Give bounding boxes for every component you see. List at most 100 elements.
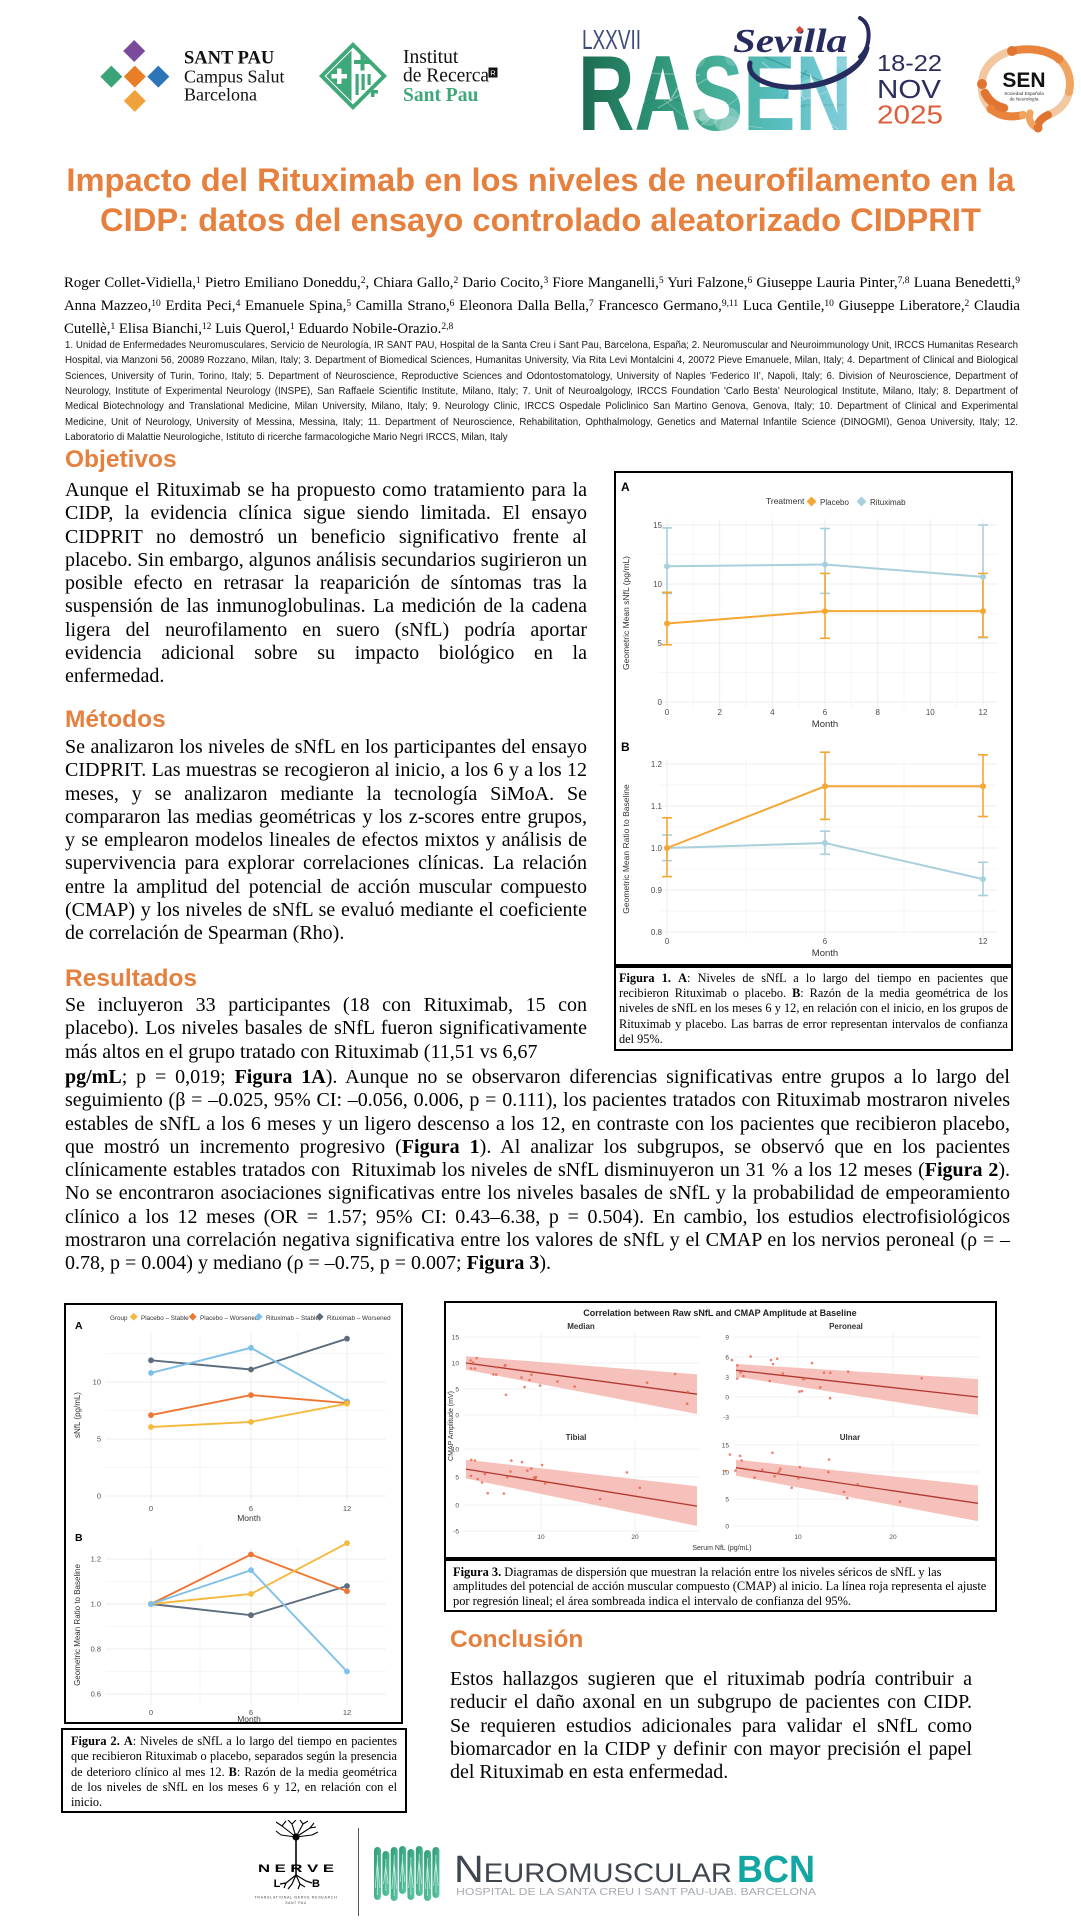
svg-text:Correlation between Raw sNfL a: Correlation between Raw sNfL and CMAP Am… — [583, 1308, 856, 1318]
svg-text:10: 10 — [93, 1378, 101, 1387]
svg-text:5: 5 — [455, 1475, 459, 1482]
svg-text:12: 12 — [343, 1708, 351, 1717]
svg-text:20: 20 — [889, 1534, 897, 1541]
svg-text:18-22: 18-22 — [877, 50, 942, 76]
svg-text:6: 6 — [725, 1355, 729, 1362]
svg-text:RASEN: RASEN — [578, 33, 852, 153]
svg-text:L: L — [274, 1878, 281, 1890]
svg-text:0.6: 0.6 — [91, 1690, 101, 1699]
svg-text:Month: Month — [812, 719, 838, 730]
svg-text:1.0: 1.0 — [91, 1600, 101, 1609]
svg-text:SANT PAU: SANT PAU — [285, 1901, 306, 1905]
svg-text:Month: Month — [237, 1714, 261, 1722]
svg-text:Ulnar: Ulnar — [840, 1433, 860, 1442]
svg-text:SEN: SEN — [1002, 69, 1045, 92]
svg-text:R: R — [490, 69, 496, 78]
svg-text:6: 6 — [823, 708, 828, 717]
svg-text:TRANSLATIONAL NERVE RESEARCH: TRANSLATIONAL NERVE RESEARCH — [254, 1896, 337, 1900]
svg-text:9: 9 — [725, 1335, 729, 1342]
svg-text:sNfL (pg/mL): sNfL (pg/mL) — [73, 1392, 82, 1438]
svg-text:10: 10 — [452, 1447, 460, 1454]
svg-text:6: 6 — [249, 1504, 253, 1513]
svg-text:0: 0 — [665, 937, 670, 946]
svg-text:Serum NfL (pg/mL): Serum NfL (pg/mL) — [692, 1545, 751, 1552]
svg-text:15: 15 — [452, 1335, 460, 1342]
svg-text:10: 10 — [653, 580, 662, 589]
svg-text:B: B — [312, 1878, 320, 1890]
svg-text:de Neurología: de Neurología — [1010, 97, 1039, 102]
svg-text:0: 0 — [149, 1504, 153, 1513]
svg-text:8: 8 — [875, 708, 880, 717]
svg-text:Group: Group — [110, 1315, 128, 1322]
svg-text:-5: -5 — [453, 1529, 459, 1536]
svg-text:B: B — [621, 740, 630, 754]
svg-text:Sant Pau: Sant Pau — [403, 85, 478, 106]
svg-text:12: 12 — [343, 1504, 351, 1513]
svg-text:CMAP Amplitude (mV): CMAP Amplitude (mV) — [448, 1391, 455, 1461]
svg-text:A: A — [75, 1320, 83, 1332]
svg-text:0: 0 — [455, 1503, 459, 1510]
svg-text:Barcelona: Barcelona — [184, 85, 257, 105]
svg-text:10: 10 — [452, 1361, 460, 1368]
svg-text:0.9: 0.9 — [651, 886, 663, 895]
svg-text:Placebo – Worsened: Placebo – Worsened — [200, 1315, 259, 1322]
svg-text:1.2: 1.2 — [651, 760, 663, 769]
svg-text:N E R V E: N E R V E — [258, 1863, 334, 1875]
svg-text:Neuromuscular: Neuromuscular — [454, 1849, 732, 1891]
svg-text:6: 6 — [249, 1708, 253, 1717]
svg-text:Rituximab: Rituximab — [870, 498, 906, 507]
svg-text:Geometric Mean sNfL (pg/mL): Geometric Mean sNfL (pg/mL) — [621, 556, 631, 670]
svg-text:20: 20 — [631, 1534, 639, 1541]
svg-text:5: 5 — [725, 1497, 729, 1504]
svg-text:1.2: 1.2 — [91, 1555, 101, 1564]
svg-text:15: 15 — [722, 1443, 730, 1450]
svg-text:Sevilla: Sevilla — [733, 23, 847, 60]
svg-text:1.0: 1.0 — [651, 844, 663, 853]
svg-text:BCN: BCN — [737, 1849, 815, 1891]
svg-text:Rituximab – Worsened: Rituximab – Worsened — [327, 1315, 391, 1322]
svg-text:Median: Median — [567, 1322, 595, 1331]
svg-text:Month: Month — [812, 948, 838, 959]
svg-text:0.8: 0.8 — [651, 928, 663, 937]
svg-text:0: 0 — [149, 1708, 153, 1717]
svg-text:12: 12 — [979, 708, 988, 717]
svg-text:A: A — [621, 480, 630, 494]
svg-text:0.8: 0.8 — [91, 1645, 101, 1654]
svg-text:15: 15 — [653, 521, 662, 530]
svg-text:Campus Salut: Campus Salut — [184, 67, 285, 87]
svg-text:2: 2 — [717, 708, 722, 717]
svg-text:5: 5 — [97, 1435, 101, 1444]
svg-text:0: 0 — [725, 1395, 729, 1402]
svg-text:0: 0 — [665, 708, 670, 717]
svg-text:Sociedad Española: Sociedad Española — [1004, 91, 1044, 96]
svg-text:10: 10 — [537, 1534, 545, 1541]
svg-text:Placebo – Stable: Placebo – Stable — [141, 1315, 189, 1322]
svg-text:6: 6 — [823, 937, 828, 946]
svg-text:12: 12 — [979, 937, 988, 946]
svg-text:5: 5 — [455, 1387, 459, 1394]
svg-text:10: 10 — [722, 1470, 730, 1477]
svg-text:4: 4 — [770, 708, 775, 717]
svg-text:B: B — [75, 1532, 83, 1544]
svg-text:0: 0 — [97, 1492, 101, 1501]
svg-text:Institut: Institut — [403, 47, 459, 68]
svg-text:0: 0 — [658, 698, 663, 707]
svg-text:2025: 2025 — [877, 100, 943, 130]
svg-text:0: 0 — [725, 1524, 729, 1531]
svg-text:3: 3 — [725, 1375, 729, 1382]
svg-text:Treatment: Treatment — [766, 496, 805, 506]
svg-text:Geometric Mean Ratio to Baseli: Geometric Mean Ratio to Baseline — [73, 1564, 82, 1686]
svg-text:Month: Month — [237, 1513, 261, 1523]
svg-text:-3: -3 — [723, 1415, 729, 1422]
svg-text:0: 0 — [455, 1413, 459, 1420]
svg-text:10: 10 — [794, 1534, 802, 1541]
svg-text:LXXVII: LXXVII — [582, 24, 641, 55]
svg-text:Peroneal: Peroneal — [829, 1322, 863, 1331]
svg-text:de Recerca: de Recerca — [403, 66, 489, 87]
svg-text:HOSPITAL DE LA SANTA CREU I SA: HOSPITAL DE LA SANTA CREU I SANT PAU-UAB… — [456, 1887, 816, 1898]
svg-text:5: 5 — [658, 639, 663, 648]
svg-text:Placebo: Placebo — [820, 498, 849, 507]
svg-text:Geometric Mean Ratio to Baseli: Geometric Mean Ratio to Baseline — [621, 784, 631, 914]
svg-text:NOV: NOV — [877, 74, 942, 104]
svg-text:Tibial: Tibial — [566, 1433, 587, 1442]
